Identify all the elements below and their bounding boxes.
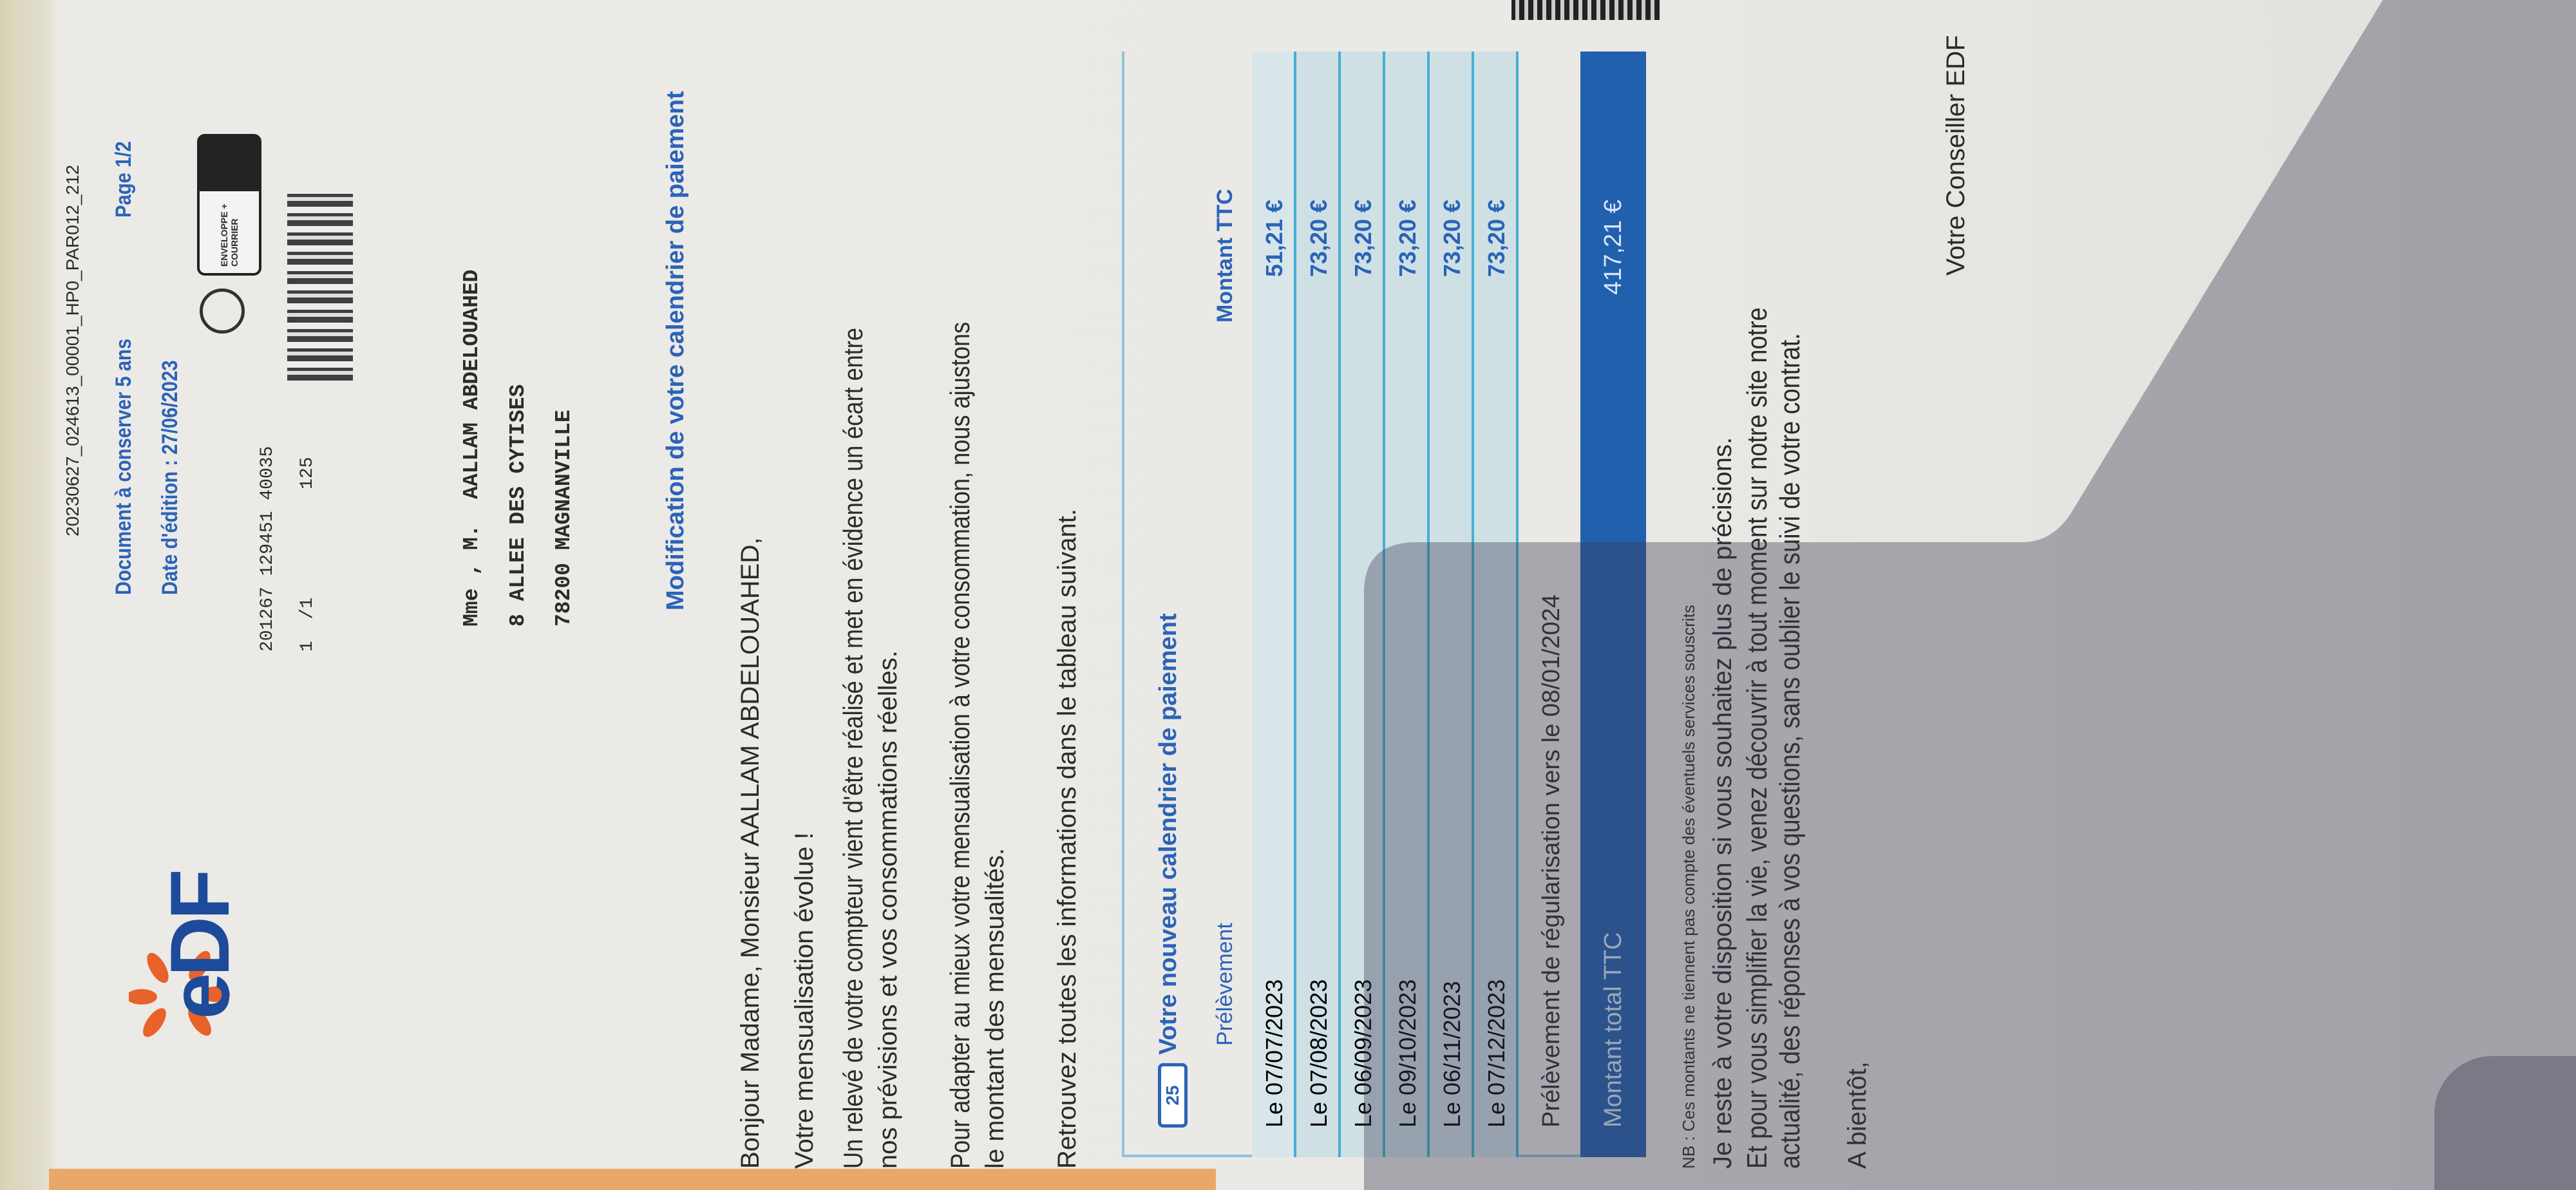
document-id: 20230627_024613_00001_HP0_PAR012_212 [62, 164, 82, 536]
address-line: 8 ALLEE DES CYTISES [506, 384, 530, 627]
farewell: A bientôt, [1843, 1061, 1871, 1169]
table-row: Le 07/07/2023 51,21 € [1252, 52, 1296, 1157]
edf-logo [129, 950, 230, 1037]
page-number: Page 1/2 [111, 141, 136, 218]
datamatrix-code [287, 192, 353, 381]
address-line: 78200 MAGNANVILLE [552, 410, 576, 627]
row-amount: 73,20 € [1394, 200, 1421, 278]
datamatrix-code-small [1511, 0, 1660, 20]
paragraph: Un relevé de votre compteur vient d'être… [838, 328, 868, 1169]
closing-line: Et pour vous simplifier la vie, venez dé… [1741, 307, 1773, 1169]
row-date: Le 06/09/2023 [1350, 979, 1376, 1128]
row-date: Le 09/10/2023 [1394, 979, 1421, 1128]
closing-line: Je reste à votre disposition si vous sou… [1709, 437, 1737, 1169]
table-row: Le 09/10/2023 73,20 € [1385, 52, 1430, 1157]
edf-wordmark: eDF [153, 873, 247, 1019]
regularisation-note: Prélèvement de régularisation vers le 08… [1538, 594, 1565, 1128]
paragraph: nos prévisions et vos consommations réel… [874, 650, 902, 1169]
row-amount: 73,20 € [1483, 200, 1510, 278]
edf-flame-icon [129, 950, 230, 1037]
row-date: Le 06/11/2023 [1439, 981, 1465, 1128]
nb-note: NB : Ces montants ne tiennent pas compte… [1679, 605, 1698, 1169]
page-title: Modification de votre calendrier de paie… [662, 91, 689, 610]
column-header-amount: Montant TTC [1213, 189, 1237, 323]
table-row: Le 07/08/2023 73,20 € [1296, 52, 1341, 1157]
table-row: Le 07/12/2023 73,20 € [1474, 52, 1519, 1157]
keep-notice: Document à conserver 5 ans [111, 338, 136, 595]
calendar-icon: 25 [1158, 1063, 1188, 1128]
total-row: Montant total TTC 417,21 € [1580, 52, 1646, 1157]
paper-edge [49, 1169, 1216, 1190]
signature: Votre Conseiller EDF [1942, 35, 1970, 276]
row-amount: 73,20 € [1439, 200, 1465, 278]
greeting: Bonjour Madame, Monsieur AALLAM ABDELOUA… [736, 537, 764, 1169]
address-line: Mme , M. AALLAM ABDELOUAHED [460, 269, 484, 627]
row-date: Le 07/08/2023 [1305, 979, 1332, 1128]
recycle-icon [200, 288, 245, 334]
envelope-badge: ENVELOPPE + COURRIER [197, 134, 261, 276]
table-title: Votre nouveau calendrier de paiement [1155, 613, 1182, 1055]
total-label: Montant total TTC [1600, 932, 1627, 1128]
total-value: 417,21 € [1600, 200, 1627, 295]
column-header-date: Prélèvement [1213, 923, 1237, 1046]
row-date: Le 07/07/2023 [1261, 979, 1287, 1128]
row-date: Le 07/12/2023 [1483, 979, 1510, 1128]
paragraph: Pour adapter au mieux votre mensualisati… [945, 321, 975, 1169]
reference-line-2: 1 /1 125 [298, 457, 317, 652]
paragraph: Retrouvez toutes les informations dans l… [1053, 508, 1081, 1169]
row-amount: 73,20 € [1350, 200, 1376, 278]
paragraph: Votre mensualisation évolue ! [790, 832, 819, 1169]
edition-date: Date d'édition : 27/06/2023 [158, 360, 182, 595]
row-amount: 51,21 € [1261, 200, 1287, 278]
table-row: Le 06/11/2023 73,20 € [1430, 52, 1474, 1157]
table-row: Le 06/09/2023 73,20 € [1341, 52, 1385, 1157]
closing-line: actualité, des réponses à vos questions,… [1774, 333, 1806, 1169]
row-amount: 73,20 € [1305, 200, 1332, 278]
reference-line-1: 201267 129451 40035 [258, 446, 278, 652]
paragraph: le montant des mensualités. [981, 847, 1009, 1169]
